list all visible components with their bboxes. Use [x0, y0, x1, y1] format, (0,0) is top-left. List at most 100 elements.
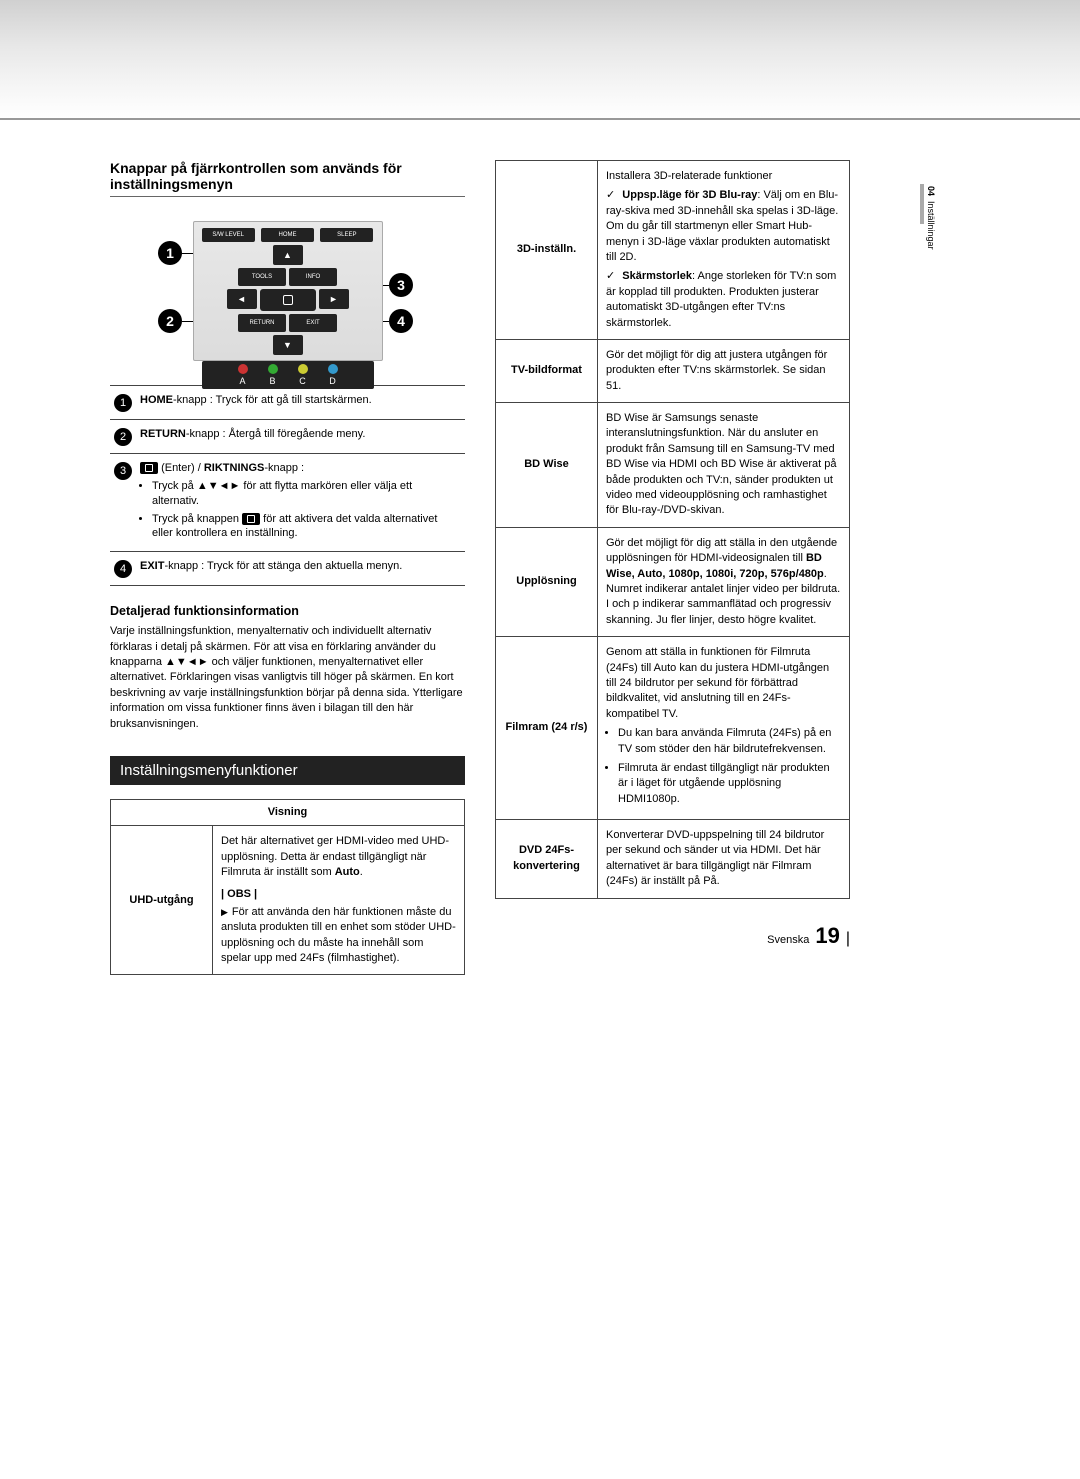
- footer-pipe: |: [846, 930, 850, 948]
- row-label: Upplösning: [496, 528, 598, 636]
- arrow-left-icon: ◄: [227, 289, 257, 309]
- row-text: .: [360, 866, 363, 878]
- remote-section-title: Knappar på fjärrkontrollen som används f…: [110, 160, 465, 192]
- row-body: Genom att ställa in funktionen för Filmr…: [598, 637, 849, 819]
- bullet-bold: Uppsp.läge för 3D Blu-ray: [622, 189, 757, 201]
- row-label: DVD 24Fs-konvertering: [496, 820, 598, 898]
- row-intro: Genom att ställa in funktionen för Filmr…: [606, 645, 841, 722]
- row-label: Filmram (24 r/s): [496, 637, 598, 819]
- callout-text: EXIT-knapp : Tryck för att stänga den ak…: [140, 559, 461, 578]
- remote-arrows: ▲ TOOLS INFO ◄ ► RETURN EXIT: [202, 245, 374, 355]
- bullet-bold: Skärmstorlek: [622, 270, 692, 282]
- remote-diagram: 1 2 3 4 S/W LEVEL HOME SLEEP ▲: [110, 211, 465, 371]
- right-table: 3D-inställn. Installera 3D-relaterade fu…: [495, 160, 850, 899]
- callout-rest: -knapp : Tryck för att gå till startskär…: [173, 394, 372, 406]
- abcd-b-label: B: [262, 376, 284, 386]
- row-body: Det här alternativet ger HDMI-video med …: [213, 826, 464, 974]
- check-bullet: Skärmstorlek: Ange storleken för TV:n so…: [606, 269, 841, 331]
- table-row: DVD 24Fs-konvertering Konverterar DVD-up…: [496, 820, 849, 899]
- row-label: BD Wise: [496, 403, 598, 527]
- row-text: Gör det möjligt för dig att ställa in de…: [606, 537, 837, 564]
- visning-table: Visning UHD-utgång Det här alternativet …: [110, 799, 465, 976]
- callout-num: 3: [114, 462, 132, 480]
- side-tab-bar: [920, 184, 924, 224]
- table-row: TV-bildformat Gör det möjligt för dig at…: [496, 340, 849, 403]
- callout-row: 3 (Enter) / RIKTNINGS-knapp : Tryck på ▲…: [110, 453, 465, 551]
- page: Knappar på fjärrkontrollen som används f…: [0, 0, 1080, 1035]
- callout-rest: -knapp : Återgå till föregående meny.: [186, 428, 366, 440]
- abcd-d-label: D: [322, 376, 344, 386]
- footer-lang: Svenska: [767, 934, 809, 946]
- detail-body: Varje inställningsfunktion, menyalternat…: [110, 624, 465, 732]
- arrow-right-icon: ►: [319, 289, 349, 309]
- callout-row: 2 RETURN-knapp : Återgå till föregående …: [110, 419, 465, 453]
- right-column: 04 Inställningar 3D-inställn. Installera…: [495, 160, 850, 975]
- callout-4-marker: 4: [389, 309, 413, 333]
- callout-bullet: Tryck på knappen för att aktivera det va…: [152, 512, 461, 542]
- arrow-down-icon: ▼: [273, 335, 303, 355]
- remote-btn: RETURN: [238, 314, 286, 332]
- return-label: RETURN: [140, 428, 186, 440]
- table-row: UHD-utgång Det här alternativet ger HDMI…: [111, 826, 464, 975]
- callout-num: 2: [114, 428, 132, 446]
- slash: /: [195, 462, 204, 474]
- side-tab-section: 04: [926, 186, 936, 196]
- remote-btn: HOME: [261, 228, 314, 242]
- home-label: HOME: [140, 394, 173, 406]
- visning-head: Visning: [111, 800, 464, 826]
- remote-box: S/W LEVEL HOME SLEEP ▲ TOOLS INFO ◄: [193, 221, 383, 361]
- bullet: Du kan bara använda Filmruta (24Fs) på e…: [618, 726, 841, 757]
- row-label: 3D-inställn.: [496, 161, 598, 339]
- row-intro: Installera 3D-relaterade funktioner: [606, 169, 841, 184]
- left-column: Knappar på fjärrkontrollen som används f…: [110, 160, 465, 975]
- callout-row: 1 HOME-knapp : Tryck för att gå till sta…: [110, 386, 465, 419]
- abcd-a-label: A: [232, 376, 254, 386]
- callout-text: HOME-knapp : Tryck för att gå till start…: [140, 393, 461, 412]
- abcd-c-label: C: [292, 376, 314, 386]
- enter-icon: [242, 513, 260, 525]
- side-tab-label: Inställningar: [926, 201, 936, 250]
- row-body: Konverterar DVD-uppspelning till 24 bild…: [598, 820, 849, 898]
- table-row: Filmram (24 r/s) Genom att ställa in fun…: [496, 637, 849, 820]
- callout-1-marker: 1: [158, 241, 182, 265]
- remote-btn: EXIT: [289, 314, 337, 332]
- settings-menu-heading: Inställningsmenyfunktioner: [110, 756, 465, 785]
- row-label: UHD-utgång: [111, 826, 213, 974]
- arrow-up-icon: ▲: [273, 245, 303, 265]
- remote-btn: INFO: [289, 268, 337, 286]
- header-gradient: [0, 0, 1080, 120]
- bullet: Filmruta är endast tillgängligt när prod…: [618, 761, 841, 807]
- callout-rest: -knapp : Tryck för att stänga den aktuel…: [164, 560, 402, 572]
- callout-3-marker: 3: [389, 273, 413, 297]
- bullet-text: Tryck på knappen: [152, 513, 242, 525]
- callout-table: 1 HOME-knapp : Tryck för att gå till sta…: [110, 385, 465, 586]
- title-rule: [110, 196, 465, 197]
- direction-label: RIKTNINGS: [204, 462, 265, 474]
- remote-btn: SLEEP: [320, 228, 373, 242]
- callout-num: 1: [114, 394, 132, 412]
- side-tab: 04 Inställningar: [922, 186, 936, 250]
- enter-icon: [140, 462, 158, 474]
- callout-num: 4: [114, 560, 132, 578]
- page-footer: Svenska 19 |: [495, 923, 850, 949]
- row-body: BD Wise är Samsungs senaste interanslutn…: [598, 403, 849, 527]
- remote-btn: TOOLS: [238, 268, 286, 286]
- table-row: 3D-inställn. Installera 3D-relaterade fu…: [496, 161, 849, 340]
- row-bold: Auto: [335, 866, 360, 878]
- enter-button-icon: [260, 289, 316, 311]
- content-area: Knappar på fjärrkontrollen som används f…: [0, 120, 1080, 1035]
- colon: -knapp :: [264, 462, 304, 474]
- check-bullet: Uppsp.läge för 3D Blu-ray: Välj om en Bl…: [606, 188, 841, 265]
- callout-row: 4 EXIT-knapp : Tryck för att stänga den …: [110, 551, 465, 585]
- exit-label: EXIT: [140, 560, 164, 572]
- row-body: Installera 3D-relaterade funktioner Upps…: [598, 161, 849, 339]
- callout-2-marker: 2: [158, 309, 182, 333]
- obs-label: | OBS |: [221, 887, 456, 902]
- table-row: Upplösning Gör det möjligt för dig att s…: [496, 528, 849, 637]
- detail-subhead: Detaljerad funktionsinformation: [110, 604, 465, 618]
- callout-text: (Enter) / RIKTNINGS-knapp : Tryck på ▲▼◄…: [140, 461, 461, 544]
- row-body: Gör det möjligt för dig att justera utgå…: [598, 340, 849, 402]
- enter-label: (Enter): [161, 462, 195, 474]
- table-row: BD Wise BD Wise är Samsungs senaste inte…: [496, 403, 849, 528]
- remote-btn: S/W LEVEL: [202, 228, 255, 242]
